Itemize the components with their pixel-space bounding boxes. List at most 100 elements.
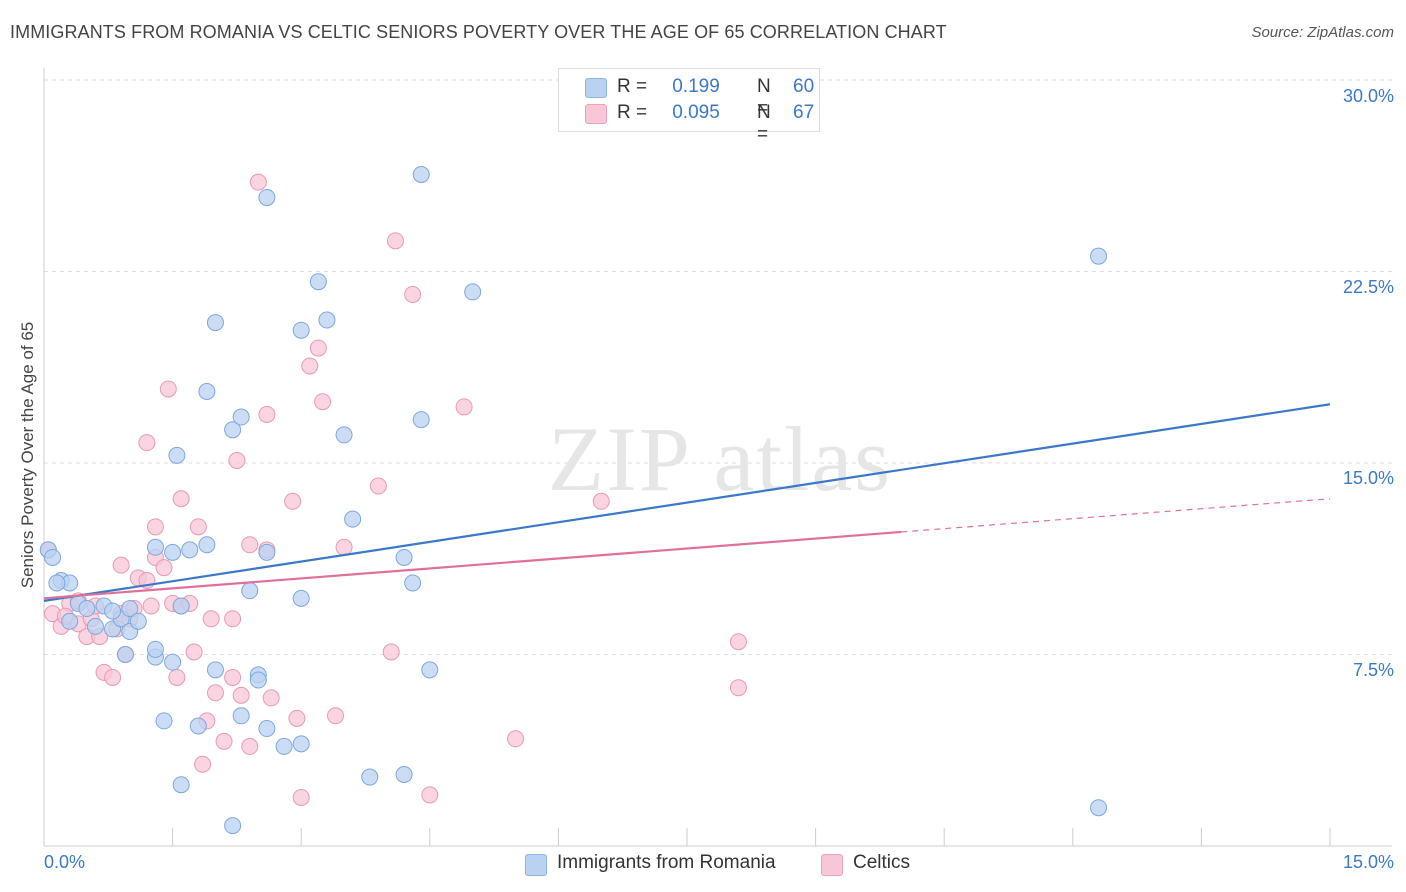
celtics-legend-swatch <box>821 854 843 876</box>
grid-lines <box>44 79 1392 655</box>
romania-point <box>224 421 242 439</box>
romania-legend-swatch <box>525 854 547 876</box>
celtics-point <box>592 492 610 510</box>
celtics-point <box>202 610 220 628</box>
celtics-point <box>189 518 207 536</box>
romania-point <box>198 536 216 554</box>
celtics-trend-line <box>43 530 902 600</box>
romania-point <box>121 600 139 618</box>
y-tick-22-5: 22.5% <box>1342 277 1394 297</box>
celtics-point <box>138 434 156 452</box>
axes <box>43 68 1392 847</box>
x-tick-max: 15.0% <box>1342 852 1394 872</box>
celtics-point <box>168 668 186 686</box>
r-value: 0.095 <box>672 102 720 123</box>
romania-point <box>146 640 164 658</box>
legend-label-celtics: Celtics <box>853 852 911 873</box>
romania-point <box>155 712 173 730</box>
celtics-point <box>309 339 327 357</box>
r-label: R = <box>617 76 648 97</box>
celtics-point <box>241 536 259 554</box>
n-value: 60 <box>793 76 815 97</box>
romania-trend-line <box>43 403 1331 602</box>
chart-title: IMMIGRANTS FROM ROMANIA VS CELTIC SENIOR… <box>10 22 947 42</box>
romania-point <box>412 165 430 183</box>
celtics-point <box>215 732 233 750</box>
series-legend: Immigrants from Romania Celtics <box>0 852 1406 878</box>
romania-point <box>1090 799 1108 817</box>
romania-point <box>421 661 439 679</box>
celtics-point <box>387 232 405 250</box>
celtics-point <box>404 285 422 303</box>
celtics-point <box>224 610 242 628</box>
romania-point <box>395 766 413 784</box>
romania-point <box>361 768 379 786</box>
romania-point <box>198 383 216 401</box>
celtics-point <box>224 668 242 686</box>
romania-point <box>224 817 242 835</box>
celtics-trend-extension <box>901 498 1331 533</box>
r-value: 0.199 <box>672 76 720 97</box>
celtics-point <box>369 477 387 495</box>
romania-point <box>189 717 207 735</box>
celtics-point <box>172 490 190 508</box>
celtics-point <box>194 755 212 773</box>
romania-point <box>104 602 122 620</box>
celtics-point <box>185 643 203 661</box>
romania-point <box>258 720 276 738</box>
celtics-point <box>288 709 306 727</box>
celtics-point <box>206 684 224 702</box>
romania-point <box>318 311 336 329</box>
romania-point <box>395 548 413 566</box>
celtics-point <box>155 559 173 577</box>
romania-point <box>172 597 190 615</box>
romania-point <box>292 321 310 339</box>
celtics-point <box>241 737 259 755</box>
stats-legend: R = 0.199 N = 60 R = 0.095 N = 67 <box>558 68 820 145</box>
romania-point <box>172 776 190 794</box>
celtics-point <box>262 689 280 707</box>
n-label: N = <box>757 102 771 145</box>
romania-point <box>206 314 224 332</box>
celtics-point <box>258 405 276 423</box>
celtics-point <box>142 597 160 615</box>
romania-point <box>344 510 362 528</box>
celtics-point <box>729 633 747 651</box>
romania-point <box>61 612 79 630</box>
y-tick-7-5: 7.5% <box>1352 660 1394 680</box>
celtics-point <box>335 538 353 556</box>
celtics-point <box>249 173 267 191</box>
romania-point <box>116 646 134 663</box>
celtics-point <box>507 730 525 748</box>
celtics-point <box>228 451 246 469</box>
y-tick-15: 15.0% <box>1342 468 1394 488</box>
n-label: N = <box>757 76 771 119</box>
celtics-point <box>729 679 747 697</box>
x-tick-min: 0.0% <box>44 852 86 872</box>
celtics-point <box>326 707 344 725</box>
romania-point <box>44 548 62 566</box>
celtics-point <box>455 398 473 416</box>
romania-point <box>129 612 147 630</box>
romania-point <box>164 653 182 671</box>
celtics-swatch <box>585 104 607 124</box>
watermark: ZIP atlas <box>548 408 892 510</box>
celtics-point <box>232 686 250 704</box>
legend-label-romania: Immigrants from Romania <box>557 852 776 873</box>
r-label: R = <box>617 102 648 123</box>
romania-point <box>309 273 327 291</box>
celtics-point <box>314 393 332 411</box>
romania-point <box>146 538 164 556</box>
n-value: 67 <box>793 102 815 123</box>
romania-point <box>412 411 430 429</box>
celtics-point <box>104 668 122 686</box>
celtics-point <box>159 380 177 398</box>
romania-point <box>164 543 182 561</box>
romania-point <box>275 737 293 755</box>
celtics-point <box>284 492 302 510</box>
romania-point <box>241 582 259 600</box>
celtics-point <box>382 643 400 661</box>
source-label: Source: ZipAtlas.com <box>1251 24 1394 41</box>
romania-point <box>1090 247 1108 265</box>
